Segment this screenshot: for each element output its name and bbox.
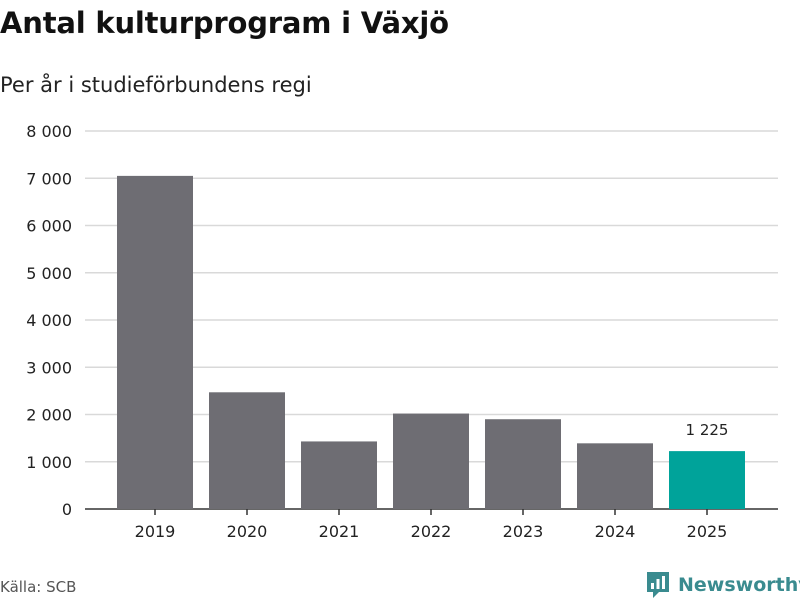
x-tick-label: 2023	[503, 522, 544, 541]
y-axis-ticks: 0 1 000 2 000 3 000 4 000 5 000 6 000 7 000 8 00…	[26, 122, 72, 519]
brand-name: Newsworthy	[678, 574, 800, 596]
brand-logo[interactable]: Newsworthy	[645, 571, 800, 599]
y-tick-label: 2 000	[26, 406, 72, 425]
bar-2021	[301, 441, 377, 509]
y-tick-label: 8 000	[26, 122, 72, 141]
bar-2023	[485, 419, 561, 509]
x-tick-label: 2025	[687, 522, 728, 541]
newsworthy-logo-icon	[647, 572, 669, 598]
bar-2022	[393, 413, 469, 509]
x-tick-label: 2019	[135, 522, 176, 541]
bars	[117, 175, 745, 509]
y-tick-label: 5 000	[26, 264, 72, 283]
x-tick-label: 2020	[227, 522, 268, 541]
bar-2020	[209, 392, 285, 509]
data-label: 1 225	[686, 421, 729, 439]
bar-2024	[577, 443, 653, 509]
chart-title: Antal kulturprogram i Växjö	[0, 6, 449, 40]
data-labels: 1 225	[686, 421, 729, 439]
bar-2019	[117, 175, 193, 509]
x-tick-label: 2022	[411, 522, 452, 541]
gridlines	[85, 130, 778, 510]
y-tick-label: 1 000	[26, 453, 72, 472]
y-tick-label: 6 000	[26, 217, 72, 236]
y-tick-label: 4 000	[26, 311, 72, 330]
y-tick-label: 7 000	[26, 169, 72, 188]
y-tick-label: 3 000	[26, 358, 72, 377]
source-note: Källa: SCB	[0, 578, 77, 596]
chart-subtitle: Per år i studieförbundens regi	[0, 73, 312, 97]
x-tick-label: 2024	[595, 522, 636, 541]
bar-2025	[669, 451, 745, 509]
y-tick-label: 0	[62, 500, 72, 519]
x-axis-ticks: 2019 2020 2021 2022 2023 2024 2025	[135, 509, 728, 541]
x-tick-label: 2021	[319, 522, 360, 541]
